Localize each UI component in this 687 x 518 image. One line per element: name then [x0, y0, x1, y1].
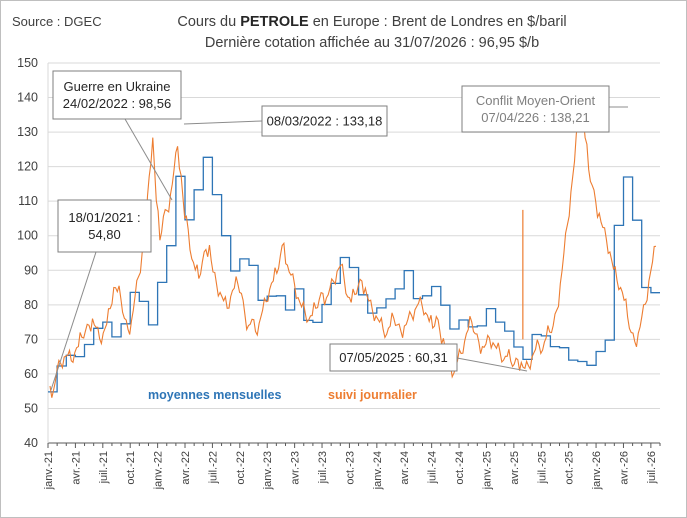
x-tick-label: janv.-25 — [481, 451, 493, 490]
y-tick-label: 60 — [24, 367, 38, 381]
y-tick-label: 80 — [24, 298, 38, 312]
series-monthly-line — [48, 156, 660, 393]
x-tick-label: oct.-25 — [564, 451, 576, 485]
y-tick-label: 150 — [17, 56, 38, 70]
x-tick-label: janv.-23 — [262, 451, 274, 490]
legend-monthly: moyennes mensuelles — [148, 388, 281, 402]
annotation-leader — [50, 251, 97, 391]
x-tick-label: avr.-23 — [290, 451, 302, 485]
x-axis: janv.-21 avr.-21 juil.-21 oct.-21 janv.-22 av… — [43, 63, 661, 490]
chart-title-bold: PETROLE — [240, 14, 309, 30]
y-tick-label: 110 — [18, 194, 38, 208]
series-daily-line — [49, 103, 657, 398]
chart-title-prefix: Cours du — [177, 14, 240, 30]
annotation-leader — [183, 120, 263, 125]
y-axis: 40 50 60 70 80 90 100 110 120 130 140 150 — [17, 56, 38, 450]
x-tick-label: juil.-25 — [536, 451, 548, 484]
x-tick-label: avr.-24 — [399, 451, 411, 485]
x-tick-label: avr.-25 — [509, 451, 521, 485]
annotations: 18/01/2021 : 54,80 Guerre en Ukraine 24/02/… — [50, 70, 628, 391]
annotation-text: Guerre en Ukraine — [64, 79, 171, 94]
x-tick-label: juil.-22 — [207, 451, 219, 484]
annotation-box — [57, 199, 152, 253]
annotation-box — [261, 105, 388, 137]
annotation-box — [52, 70, 182, 120]
x-tick-label: oct.-24 — [454, 451, 466, 485]
x-tick-label: oct.-22 — [235, 451, 247, 485]
y-tick-label: 40 — [24, 436, 38, 450]
annotation-text: 07/04/226 : 138,21 — [481, 110, 589, 125]
series-layer — [48, 103, 660, 398]
annotation-text: 24/02/2022 : 98,56 — [63, 96, 171, 111]
annotation-box — [329, 343, 458, 372]
x-tick-label: avr.-21 — [70, 451, 82, 485]
annotation-text: 08/03/2022 : 133,18 — [267, 114, 383, 129]
chart-title-suffix: en Europe : Brent de Londres en $/baril — [309, 14, 567, 30]
y-tick-label: 50 — [24, 401, 38, 415]
annotation-text: 07/05/2025 : 60,31 — [339, 350, 447, 365]
source-label: Source : DGEC — [12, 14, 102, 29]
x-tick-label: janv.-26 — [591, 451, 603, 490]
x-tick-label: avr.-26 — [618, 451, 630, 485]
y-tick-label: 70 — [24, 332, 38, 346]
annotation-text: 18/01/2021 : — [68, 210, 140, 225]
x-tick-label: oct.-23 — [344, 451, 356, 485]
x-tick-label: avr.-22 — [180, 451, 192, 485]
annotation-box — [461, 85, 610, 133]
y-tick-label: 140 — [17, 91, 38, 105]
x-tick-label: juil.-21 — [98, 451, 110, 484]
annotation-text: Conflit Moyen-Orient — [476, 93, 596, 108]
x-tick-label: janv.-21 — [43, 451, 55, 490]
x-tick-label: juil.-23 — [317, 451, 329, 484]
annotation-text: 54,80 — [88, 227, 121, 242]
x-tick-label: juil.-26 — [646, 451, 658, 484]
y-tick-label: 130 — [17, 125, 38, 139]
chart-title: Cours du PETROLE en Europe : Brent de Lo… — [177, 14, 566, 30]
legend-daily: suivi journalier — [328, 388, 417, 402]
x-tick-label: janv.-24 — [372, 451, 384, 490]
annotation-leader — [124, 118, 173, 201]
y-tick-label: 100 — [17, 229, 38, 243]
x-tick-label: oct.-21 — [125, 451, 137, 485]
x-tick-label: juil.-24 — [427, 451, 439, 484]
y-tick-label: 120 — [17, 160, 38, 174]
chart-subtitle: Dernière cotation affichée au 31/07/2026… — [205, 35, 539, 51]
annotation-leader — [456, 357, 528, 372]
y-tick-label: 90 — [24, 263, 38, 277]
x-tick-label: janv.-22 — [153, 451, 165, 490]
